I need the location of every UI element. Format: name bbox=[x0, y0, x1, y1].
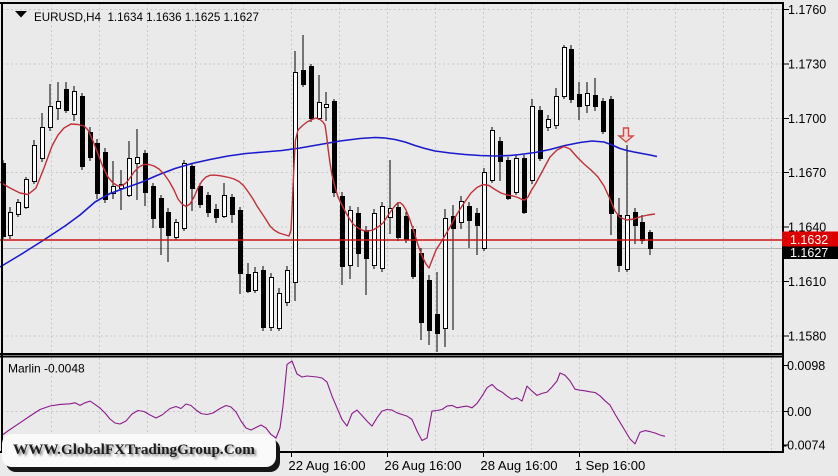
svg-text:26 Aug 16:00: 26 Aug 16:00 bbox=[384, 458, 461, 473]
svg-text:1.1700: 1.1700 bbox=[788, 112, 826, 126]
svg-text:1.1580: 1.1580 bbox=[788, 329, 826, 343]
svg-text:28 Aug 16:00: 28 Aug 16:00 bbox=[480, 458, 557, 473]
svg-text:1.1640: 1.1640 bbox=[788, 221, 826, 235]
svg-text:1.1670: 1.1670 bbox=[788, 166, 826, 180]
svg-text:Marlin -0.0048: Marlin -0.0048 bbox=[8, 362, 85, 376]
svg-text:-0.0074: -0.0074 bbox=[783, 439, 825, 453]
svg-text:1.1627: 1.1627 bbox=[790, 246, 828, 260]
svg-text:22 Aug 16:00: 22 Aug 16:00 bbox=[288, 458, 365, 473]
svg-text:EURUSD,H4 1.1634 1.1636 1.162: EURUSD,H4 1.1634 1.1636 1.1625 1.1627 bbox=[34, 11, 259, 24]
svg-text:1.1730: 1.1730 bbox=[788, 57, 826, 71]
svg-text:1 Sep 16:00: 1 Sep 16:00 bbox=[575, 458, 646, 473]
svg-text:0.00: 0.00 bbox=[787, 405, 811, 419]
svg-text:1.1632: 1.1632 bbox=[790, 233, 828, 247]
svg-text:1.1610: 1.1610 bbox=[788, 275, 826, 289]
svg-text:0.0098: 0.0098 bbox=[787, 359, 825, 373]
svg-text:1.1760: 1.1760 bbox=[788, 3, 826, 17]
